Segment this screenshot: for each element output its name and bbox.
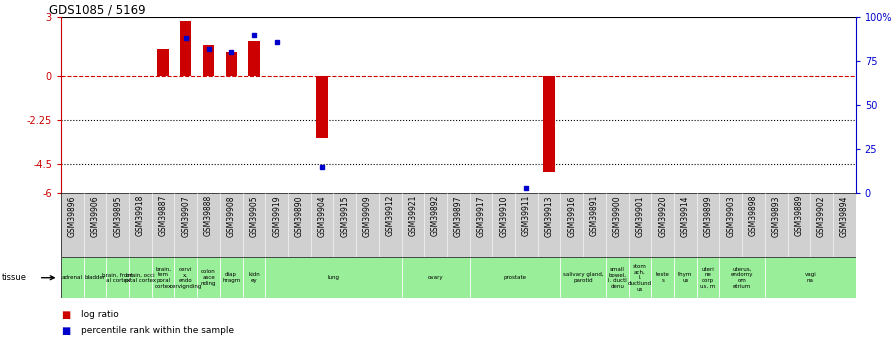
Text: GSM39889: GSM39889 [795,195,804,236]
Bar [651,257,674,298]
Bar [243,257,265,298]
Text: GSM39918: GSM39918 [136,195,145,236]
Text: GSM39919: GSM39919 [272,195,281,237]
Bar [697,257,719,298]
Text: brain,
tem
poral
cortex: brain, tem poral cortex [154,267,172,289]
Bar [158,49,168,76]
Text: GSM39910: GSM39910 [499,195,508,237]
Text: GSM39916: GSM39916 [567,195,576,237]
Bar [129,257,151,298]
Text: colon
asce
nding: colon asce nding [201,269,216,286]
Text: cervi
x,
endo
cervignding: cervi x, endo cervignding [169,267,202,289]
Text: GSM39895: GSM39895 [113,195,122,237]
Text: GSM39890: GSM39890 [295,195,304,237]
Bar [765,257,856,298]
Text: thym
us: thym us [678,272,693,283]
Bar [674,257,697,298]
Text: GSM39907: GSM39907 [181,195,190,237]
Bar [220,257,243,298]
Text: small
bowel,
I. ductl
denu: small bowel, I. ductl denu [607,267,626,289]
Bar [606,257,629,298]
Text: brain, front
al cortex: brain, front al cortex [102,272,134,283]
Text: log ratio: log ratio [81,310,118,319]
Bar [202,45,214,76]
Text: GSM39900: GSM39900 [613,195,622,237]
Text: lung: lung [327,275,340,280]
Bar [316,76,328,138]
Text: GSM39909: GSM39909 [363,195,372,237]
Bar [629,257,651,298]
Bar [107,257,129,298]
Text: GDS1085 / 5169: GDS1085 / 5169 [49,3,146,16]
Text: GSM39896: GSM39896 [68,195,77,237]
Bar [61,257,83,298]
Text: GSM39917: GSM39917 [477,195,486,237]
Text: GSM39898: GSM39898 [749,195,758,236]
Text: vagi
na: vagi na [805,272,816,283]
Text: adrenal: adrenal [62,275,82,280]
Text: GSM39887: GSM39887 [159,195,168,236]
Text: GSM39915: GSM39915 [340,195,349,237]
Bar [83,257,107,298]
Text: GSM39892: GSM39892 [431,195,440,236]
Text: GSM39911: GSM39911 [522,195,531,236]
Text: GSM39921: GSM39921 [409,195,418,236]
Text: uterus,
endomy
om
etrium: uterus, endomy om etrium [731,267,754,289]
Text: kidn
ey: kidn ey [248,272,260,283]
Text: GSM39897: GSM39897 [453,195,463,237]
Text: GSM39904: GSM39904 [317,195,326,237]
Text: GSM39894: GSM39894 [840,195,849,237]
Text: ■: ■ [61,310,70,319]
Bar [226,52,237,76]
Text: stom
ach,
I.
ductlund
us: stom ach, I. ductlund us [628,264,652,292]
Text: teste
s: teste s [656,272,669,283]
Text: GSM39912: GSM39912 [385,195,394,236]
Bar [544,76,555,172]
Text: uteri
ne
corp
us, m: uteri ne corp us, m [701,267,716,289]
Text: GSM39914: GSM39914 [681,195,690,237]
Text: GSM39891: GSM39891 [590,195,599,236]
Text: ■: ■ [61,326,70,335]
Text: GSM39901: GSM39901 [635,195,644,237]
Bar [175,257,197,298]
Text: ovary: ovary [427,275,444,280]
Text: GSM39920: GSM39920 [659,195,668,237]
Text: brain, occi
pital cortex: brain, occi pital cortex [125,272,156,283]
Text: GSM39906: GSM39906 [90,195,99,237]
Text: diap
hragm: diap hragm [222,272,240,283]
Bar [719,257,765,298]
Text: GSM39913: GSM39913 [545,195,554,237]
Text: GSM39905: GSM39905 [249,195,258,237]
Bar [180,21,192,76]
Bar [197,257,220,298]
Text: GSM39908: GSM39908 [227,195,236,237]
Text: salivary gland,
parotid: salivary gland, parotid [563,272,604,283]
Bar [248,41,260,76]
Text: GSM39903: GSM39903 [727,195,736,237]
Text: tissue: tissue [2,273,27,282]
Bar [265,257,401,298]
Bar [151,257,175,298]
Bar [470,257,561,298]
Text: prostate: prostate [504,275,527,280]
Text: GSM39902: GSM39902 [817,195,826,237]
Text: percentile rank within the sample: percentile rank within the sample [81,326,234,335]
Text: GSM39888: GSM39888 [204,195,213,236]
Text: GSM39893: GSM39893 [771,195,780,237]
Bar [561,257,606,298]
Text: GSM39899: GSM39899 [703,195,712,237]
Text: bladder: bladder [84,275,106,280]
Bar [401,257,470,298]
